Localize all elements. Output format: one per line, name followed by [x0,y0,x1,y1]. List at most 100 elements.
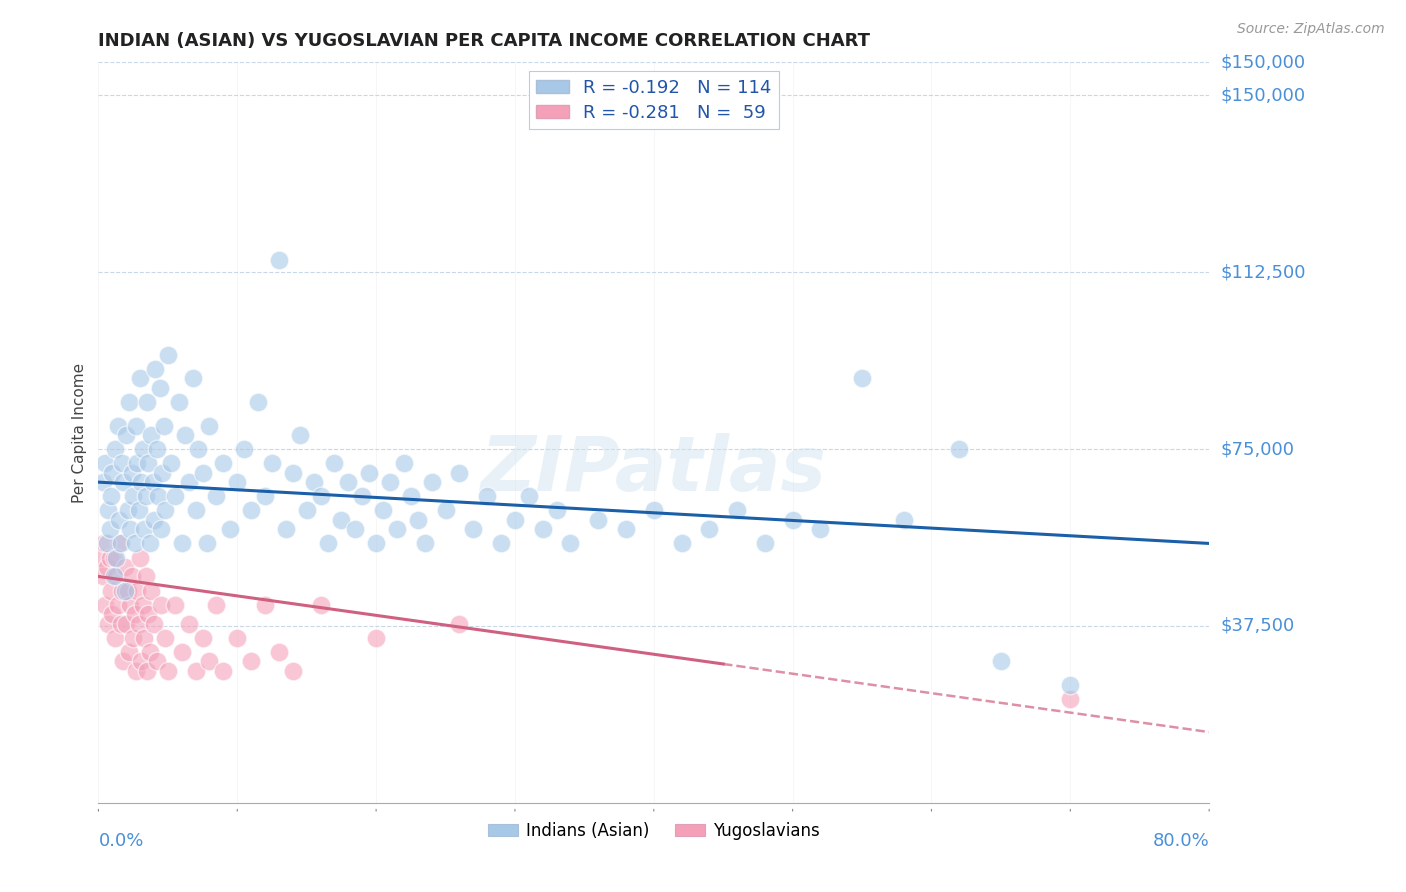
Point [129,371,152,385]
Point [851,371,873,385]
Point [139,645,162,659]
Point [643,503,665,517]
Point [475,489,499,503]
Point [167,395,190,409]
Point [948,442,970,457]
Point [177,475,200,490]
Point [240,654,263,668]
Point [247,395,270,409]
Point [170,645,193,659]
Point [359,466,381,480]
Point [118,645,141,659]
Point [114,583,136,598]
Point [122,489,145,503]
Point [205,489,228,503]
Point [212,664,235,678]
Point [128,616,150,631]
Point [105,550,128,565]
Point [132,598,155,612]
Point [135,489,157,503]
Point [226,475,249,490]
Point [124,536,146,550]
Point [754,536,776,550]
Text: $112,500: $112,500 [1220,263,1306,281]
Point [138,607,160,622]
Point [337,475,360,490]
Point [517,489,540,503]
Point [107,598,129,612]
Point [149,598,172,612]
Point [156,348,179,362]
Point [125,664,148,678]
Point [163,598,186,612]
Point [281,466,304,480]
Point [138,456,160,470]
Point [219,522,242,536]
Point [191,631,214,645]
Point [198,418,221,433]
Point [111,456,134,470]
Point [531,522,554,536]
Point [97,616,120,631]
Point [121,466,143,480]
Point [141,583,163,598]
Point [120,522,142,536]
Point [489,536,512,550]
Point [560,536,582,550]
Point [134,522,156,536]
Point [103,569,125,583]
Point [97,503,120,517]
Point [112,475,135,490]
Point [546,503,568,517]
Point [449,616,471,631]
Point [143,616,166,631]
Point [254,598,277,612]
Point [156,664,179,678]
Point [267,645,290,659]
Point [378,475,401,490]
Point [614,522,637,536]
Point [163,489,186,503]
Point [132,442,155,457]
Point [671,536,693,550]
Point [108,536,131,550]
Point [274,522,297,536]
Point [100,489,122,503]
Point [142,475,165,490]
Point [135,569,157,583]
Point [309,598,332,612]
Point [110,616,132,631]
Point [124,607,146,622]
Point [330,513,353,527]
Text: INDIAN (ASIAN) VS YUGOSLAVIAN PER CAPITA INCOME CORRELATION CHART: INDIAN (ASIAN) VS YUGOSLAVIAN PER CAPITA… [98,32,870,50]
Point [191,466,214,480]
Point [463,522,485,536]
Point [134,631,156,645]
Point [198,654,221,668]
Point [108,513,131,527]
Point [91,569,114,583]
Point [112,654,135,668]
Point [111,583,134,598]
Point [503,513,526,527]
Point [233,442,256,457]
Point [125,418,148,433]
Point [181,371,204,385]
Point [93,536,115,550]
Point [117,503,139,517]
Point [153,631,176,645]
Point [94,598,117,612]
Text: ZIPatlas: ZIPatlas [481,433,827,507]
Point [143,513,166,527]
Point [98,522,121,536]
Point [104,631,127,645]
Point [100,583,122,598]
Point [139,536,162,550]
Point [366,631,388,645]
Point [159,456,181,470]
Point [141,428,163,442]
Point [127,456,149,470]
Point [120,598,142,612]
Point [195,536,218,550]
Point [131,654,153,668]
